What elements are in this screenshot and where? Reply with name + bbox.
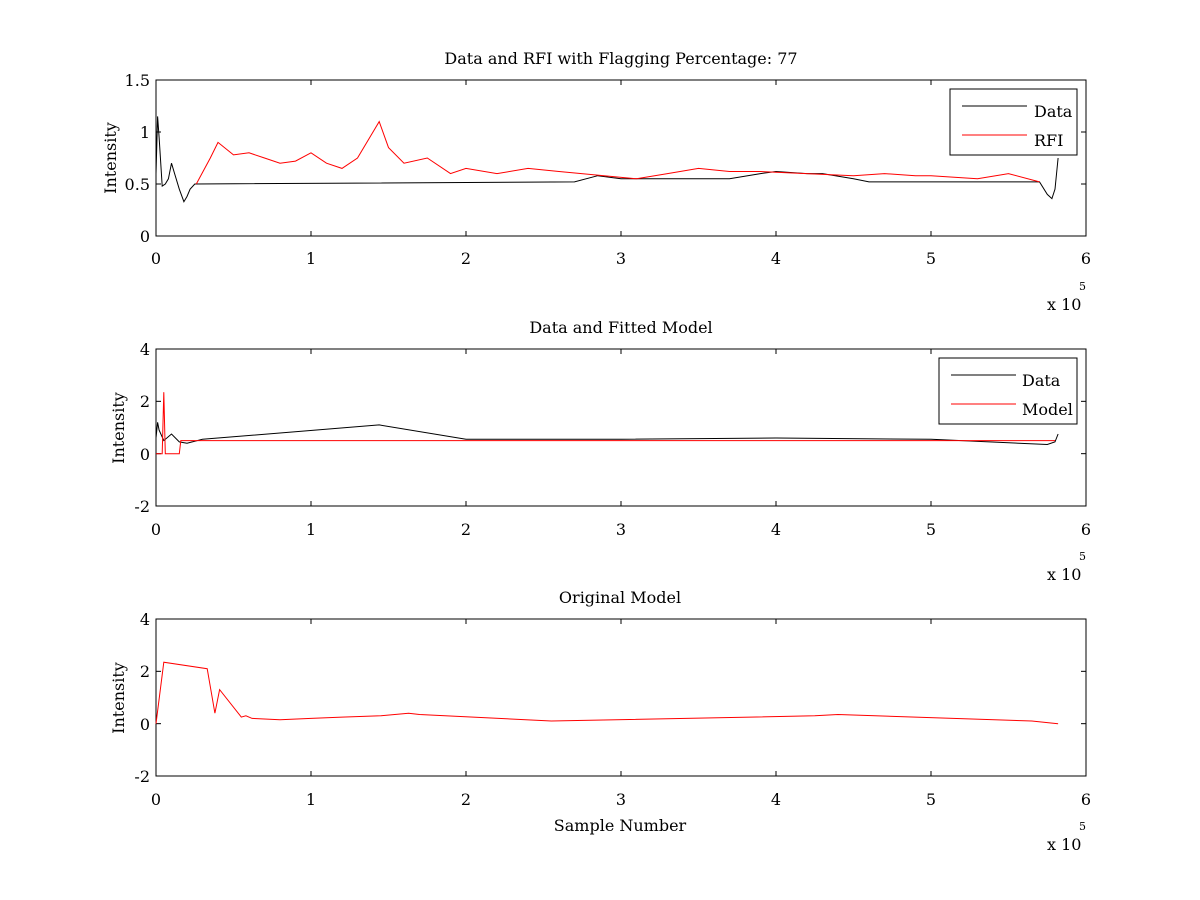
x-axis-exponent: 5 xyxy=(1079,280,1086,293)
legend-label-data: Data xyxy=(1034,102,1073,121)
y-tick-label: 0 xyxy=(140,715,150,734)
x-tick-label: 1 xyxy=(306,790,316,809)
legend-label-model: Model xyxy=(1022,400,1073,419)
x-axis-exponent: 5 xyxy=(1079,550,1086,563)
y-tick-label: -2 xyxy=(134,497,150,516)
x-tick-label: 1 xyxy=(306,520,316,539)
y-tick-label: 0 xyxy=(140,227,150,246)
chart-title: Data and Fitted Model xyxy=(529,318,712,337)
chart-title: Data and RFI with Flagging Percentage: 7… xyxy=(444,49,797,68)
x-axis: 0 1 2 3 4 5 6 Sample Number x 10 5 xyxy=(151,790,1091,854)
panel-2: Data and Fitted Model 0 1 2 3 4 5 6 x 10… xyxy=(109,318,1091,584)
y-tick-label: 4 xyxy=(140,340,150,359)
x-axis-multiplier: x 10 xyxy=(1047,295,1081,314)
legend-label-data: Data xyxy=(1022,371,1061,390)
y-axis-label: Intensity xyxy=(109,662,128,734)
series-line-model xyxy=(155,661,1059,725)
y-tick-label: 1.5 xyxy=(125,71,150,90)
y-axis-label: Intensity xyxy=(109,392,128,464)
x-tick-label: 2 xyxy=(461,520,471,539)
y-tick-label: 2 xyxy=(140,392,150,411)
x-tick-label: 0 xyxy=(151,790,161,809)
x-axis-label: Sample Number xyxy=(554,816,687,835)
x-tick-label: 4 xyxy=(771,520,781,539)
legend-label-rfi: RFI xyxy=(1034,131,1063,150)
x-tick-label: 0 xyxy=(151,249,161,268)
x-axis-multiplier: x 10 xyxy=(1047,835,1081,854)
x-tick-label: 4 xyxy=(771,249,781,268)
plot-area xyxy=(155,79,1087,237)
panel-3: Original Model 0 1 2 3 4 5 6 Sample Numb… xyxy=(109,588,1091,854)
y-axis: 0 0.5 1 1.5 Intensity xyxy=(101,71,150,246)
x-tick-label: 3 xyxy=(616,249,626,268)
y-tick-label: -2 xyxy=(134,767,150,786)
series-line-model xyxy=(156,392,1055,455)
series-line-data xyxy=(155,116,1059,203)
x-tick-label: 3 xyxy=(616,520,626,539)
x-axis: 0 1 2 3 4 5 6 x 10 5 xyxy=(151,249,1091,314)
y-axis: -2 0 2 4 Intensity xyxy=(109,610,150,786)
y-tick-label: 2 xyxy=(140,662,150,681)
x-tick-label: 3 xyxy=(616,790,626,809)
x-tick-label: 2 xyxy=(461,249,471,268)
panel-1: Data and RFI with Flagging Percentage: 7… xyxy=(101,49,1091,314)
y-tick-label: 1 xyxy=(140,123,150,142)
x-tick-label: 5 xyxy=(926,249,936,268)
y-tick-label: 0 xyxy=(140,445,150,464)
plot-area xyxy=(155,348,1087,507)
x-tick-label: 0 xyxy=(151,520,161,539)
x-tick-label: 4 xyxy=(771,790,781,809)
y-axis: -2 0 2 4 Intensity xyxy=(109,340,150,516)
legend-box xyxy=(949,88,1078,156)
x-axis-multiplier: x 10 xyxy=(1047,565,1081,584)
x-tick-label: 6 xyxy=(1081,790,1091,809)
y-tick-label: 4 xyxy=(140,610,150,629)
plot-area xyxy=(155,618,1087,777)
series-group xyxy=(155,618,1087,777)
x-axis-exponent: 5 xyxy=(1079,820,1086,833)
y-axis-label: Intensity xyxy=(101,122,120,194)
chart-title: Original Model xyxy=(559,588,681,607)
x-tick-label: 6 xyxy=(1081,520,1091,539)
legend-box xyxy=(938,357,1078,425)
x-axis: 0 1 2 3 4 5 6 x 10 5 xyxy=(151,520,1091,584)
legend: Data Model xyxy=(938,357,1078,425)
series-group xyxy=(155,79,1087,237)
x-tick-label: 6 xyxy=(1081,249,1091,268)
series-line-rfi xyxy=(195,120,1040,185)
series-group xyxy=(155,348,1087,507)
series-line-data xyxy=(155,422,1059,446)
y-tick-label: 0.5 xyxy=(125,175,150,194)
x-tick-label: 5 xyxy=(926,790,936,809)
x-tick-label: 2 xyxy=(461,790,471,809)
x-tick-label: 1 xyxy=(306,249,316,268)
legend: Data RFI xyxy=(949,88,1078,156)
x-tick-label: 5 xyxy=(926,520,936,539)
